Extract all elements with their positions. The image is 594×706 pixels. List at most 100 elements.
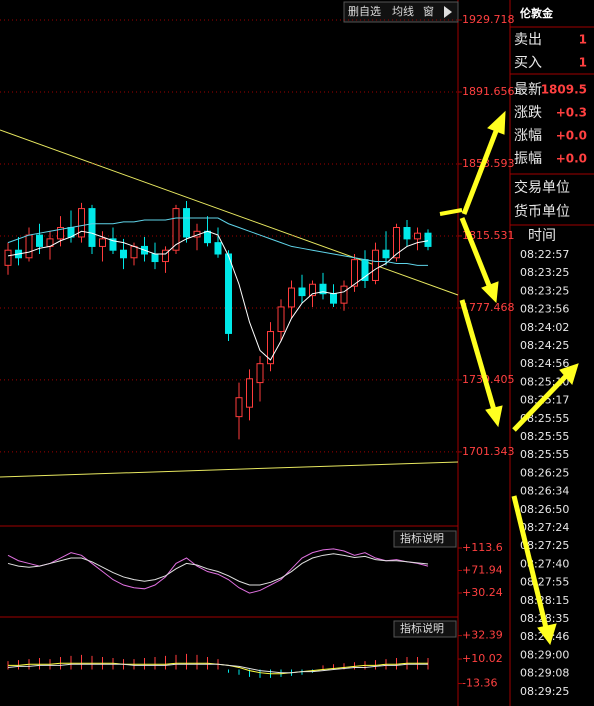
toolbar-icon[interactable]	[444, 6, 452, 18]
unit-label: 货币单位	[514, 203, 570, 220]
trade-time: 08:25:55	[520, 448, 569, 461]
candle-body	[267, 331, 274, 365]
candle-body	[414, 232, 421, 240]
indicator-line	[7, 663, 428, 674]
candle-body	[424, 232, 432, 247]
trade-time: 08:25:55	[520, 430, 569, 443]
candle-body	[309, 283, 316, 297]
arrow-head	[537, 623, 557, 646]
quote-value: 1	[579, 56, 587, 70]
unit-label: 交易单位	[514, 179, 570, 196]
quote-value: 1809.5	[541, 83, 587, 97]
quote-value: +0.3	[556, 106, 587, 120]
candle-body	[183, 208, 190, 238]
sidebar-title: 伦敦金	[520, 6, 554, 20]
candle-body	[403, 227, 411, 240]
candle-body	[109, 238, 117, 251]
candle-body	[256, 363, 264, 384]
y-tick-label: +71.94	[462, 563, 503, 576]
candle-body	[214, 242, 222, 255]
candle-body	[151, 253, 159, 263]
quote-value: +0.0	[556, 152, 587, 166]
toolbar-bg	[343, 1, 459, 23]
y-tick-label: 1891.656	[462, 85, 515, 98]
candle-body	[235, 397, 243, 418]
trade-time: 08:22:57	[520, 248, 569, 261]
trade-time: 08:26:50	[520, 503, 569, 516]
candle-body	[330, 293, 337, 304]
toolbar-button[interactable]: 窗	[423, 4, 434, 18]
trade-time: 08:25:55	[520, 412, 569, 425]
y-tick-label: +10.02	[462, 652, 503, 665]
toolbar-button[interactable]: 均线	[392, 4, 414, 18]
arrow	[439, 208, 463, 216]
candle-body	[361, 259, 369, 281]
y-tick-label: +30.24	[462, 586, 503, 599]
trade-time: 08:23:25	[520, 284, 569, 297]
candle-body	[246, 378, 253, 408]
candle-body	[204, 230, 211, 244]
trade-time: 08:26:34	[520, 485, 569, 498]
indicator-button-bg	[393, 620, 457, 638]
arrow	[512, 374, 568, 432]
y-tick-label: 1929.718	[462, 13, 515, 26]
trade-time: 08:26:25	[520, 466, 569, 479]
trade-time: 08:27:25	[520, 539, 569, 552]
y-tick-label: +32.39	[462, 629, 503, 642]
y-tick-label: 1701.343	[462, 445, 515, 458]
candle-body	[319, 283, 327, 295]
indicator-button[interactable]: 指标说明	[400, 621, 444, 635]
trendline	[0, 461, 459, 478]
trendline	[0, 129, 459, 296]
candle-body	[277, 306, 285, 333]
indicator-button-bg	[393, 530, 457, 548]
trade-time: 08:27:24	[520, 521, 569, 534]
candle-body	[4, 249, 12, 266]
trade-time: 08:28:15	[520, 594, 569, 607]
candle-body	[340, 285, 348, 304]
trade-time: 08:29:25	[520, 685, 569, 698]
candle-body	[120, 249, 127, 259]
y-tick-label: 1853.593	[462, 157, 515, 170]
indicator-button[interactable]: 指标说明	[400, 531, 444, 545]
indicator-line	[7, 230, 429, 361]
candle-body	[130, 245, 138, 259]
quote-label: 卖出	[514, 32, 542, 48]
candle-body	[382, 249, 390, 259]
candle-body	[57, 227, 64, 240]
trade-time: 08:24:56	[520, 357, 569, 370]
arrow-head	[487, 110, 506, 135]
indicator-line	[7, 553, 429, 586]
toolbar: 删自选 均线 窗	[343, 1, 459, 23]
y-tick-label: 1777.468	[462, 301, 515, 314]
trade-time: 08:23:56	[520, 303, 569, 316]
trade-time: 08:23:25	[520, 266, 569, 279]
candle-body	[162, 249, 169, 263]
arrow-head	[485, 405, 503, 428]
candle-body	[88, 208, 96, 247]
candle-body	[288, 287, 295, 308]
candle-body	[25, 234, 33, 259]
quote-value: +0.0	[556, 129, 587, 143]
toolbar-button[interactable]: 删自选	[348, 5, 381, 18]
arrow	[459, 217, 493, 289]
trade-time: 08:29:00	[520, 648, 569, 661]
trade-time: 08:27:55	[520, 576, 569, 589]
trade-time: 08:24:25	[520, 339, 569, 352]
candle-body	[172, 208, 180, 251]
quote-label: 最新	[514, 82, 542, 98]
annotation-arrows	[439, 110, 579, 646]
candle-body	[351, 259, 358, 287]
time-header: 时间	[528, 228, 556, 244]
y-tick-label: 1739.405	[462, 373, 515, 386]
arrow	[459, 299, 497, 411]
trade-time: 08:29:08	[520, 667, 569, 680]
candle-body	[225, 253, 232, 334]
y-tick-label: -13.36	[462, 677, 497, 690]
candle-body	[78, 208, 85, 238]
y-tick-label: 1815.531	[462, 229, 515, 242]
arrow-head	[481, 281, 499, 304]
arrow	[511, 495, 549, 629]
